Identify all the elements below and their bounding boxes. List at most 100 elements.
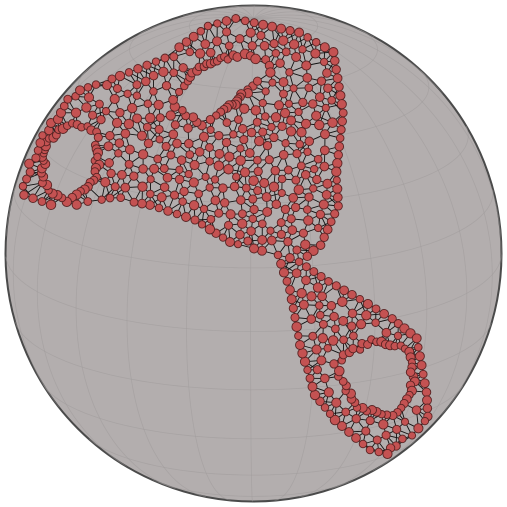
graph-node (392, 424, 402, 434)
graph-node (154, 203, 164, 213)
graph-node (178, 63, 188, 73)
graph-node (320, 403, 330, 412)
graph-node (348, 343, 358, 354)
graph-node (393, 331, 403, 340)
graph-node (349, 331, 358, 341)
graph-node (214, 130, 224, 141)
graph-node (280, 108, 291, 119)
graph-node (237, 209, 247, 219)
graph-node (105, 130, 115, 141)
graph-node (327, 117, 338, 128)
graph-node (206, 125, 215, 134)
graph-node (137, 181, 148, 192)
graph-node (315, 209, 326, 220)
graph-node (170, 120, 180, 130)
graph-node (301, 262, 311, 272)
graph-node (344, 427, 354, 437)
graph-node (381, 327, 392, 338)
graph-node (278, 149, 289, 160)
graph-node (205, 183, 214, 192)
graph-node (274, 100, 284, 111)
graph-node (224, 151, 235, 162)
graph-node (281, 139, 290, 148)
graph-node (250, 53, 261, 65)
graph-node (246, 127, 257, 138)
graph-node (257, 219, 267, 229)
graph-node (249, 243, 259, 254)
graph-node (269, 39, 279, 49)
graph-node (223, 163, 234, 175)
graph-node (372, 435, 382, 445)
graph-node (168, 94, 178, 105)
graph-node (331, 64, 341, 75)
graph-node (205, 143, 214, 152)
graph-node (329, 414, 341, 426)
graph-node (309, 267, 319, 277)
graph-node (300, 239, 311, 250)
graph-node (278, 35, 289, 46)
graph-node (304, 192, 314, 202)
graph-node (124, 68, 134, 77)
graph-node (107, 74, 117, 84)
graph-node (286, 214, 296, 224)
graph-node (280, 204, 291, 214)
graph-node (59, 101, 69, 111)
graph-node (307, 381, 318, 392)
graph-node (141, 76, 151, 87)
graph-node (110, 182, 120, 192)
graph-node (331, 166, 342, 177)
graph-node (153, 154, 163, 164)
graph-node (332, 176, 341, 185)
graph-node (298, 228, 308, 238)
grid-line (70, 16, 254, 87)
graph-node (235, 155, 246, 166)
graph-node (239, 103, 250, 114)
graph-node (332, 73, 343, 84)
graph-node (327, 95, 337, 105)
graph-node (31, 153, 41, 163)
graph-node (365, 445, 375, 455)
graph-node (138, 164, 148, 174)
grid-line (5, 254, 502, 332)
graph-node (266, 235, 277, 246)
graph-node (303, 33, 312, 42)
graph-node (155, 135, 164, 144)
graph-node (331, 281, 341, 291)
graph-node (270, 112, 282, 123)
graph-node (276, 218, 286, 228)
graph-node (268, 181, 280, 193)
graph-node (223, 220, 234, 230)
graph-node (94, 99, 104, 109)
graph-node (337, 421, 347, 431)
graph-node (341, 407, 351, 417)
graph-node (298, 97, 308, 108)
graph-node (420, 416, 430, 426)
graph-node (347, 289, 357, 300)
grid-line (211, 8, 254, 19)
graph-node (142, 122, 152, 132)
graph-node (321, 103, 330, 112)
graph-node (310, 164, 319, 174)
graph-node (292, 149, 302, 159)
graph-node (124, 159, 134, 169)
graph-node (303, 147, 312, 157)
graph-node (200, 39, 211, 49)
graph-node (333, 150, 343, 160)
graph-node (328, 47, 339, 58)
graph-node (270, 165, 281, 176)
graph-node (374, 447, 384, 457)
graph-node (277, 121, 287, 131)
graph-node (222, 118, 232, 127)
graph-node (114, 138, 125, 148)
graph-node (105, 193, 115, 203)
graph-node (116, 193, 126, 203)
graph-node (296, 127, 307, 138)
graph-node (332, 192, 343, 203)
graph-node (400, 417, 410, 426)
graph-node (326, 300, 337, 311)
graph-node (201, 172, 210, 181)
graph-node (136, 130, 148, 141)
graph-node (313, 154, 323, 164)
graph-node (308, 331, 318, 341)
grid-line (253, 8, 297, 19)
